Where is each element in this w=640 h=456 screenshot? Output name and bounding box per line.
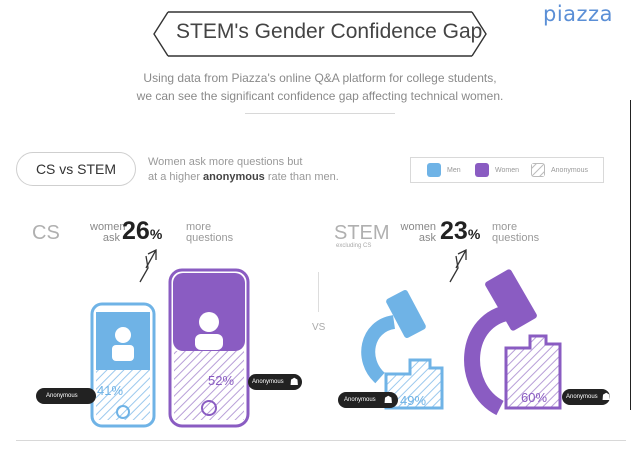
vs-label: VS xyxy=(312,322,326,333)
stem-men-anon-tag: Anonymous ☗ xyxy=(338,392,398,408)
stem-more-questions: more questions xyxy=(492,221,540,244)
intro-line-1: Using data from Piazza's online Q&A plat… xyxy=(143,71,497,85)
section-subtext: Women ask more questions but at a higher… xyxy=(148,155,339,185)
user-icon: ☗ xyxy=(383,394,393,406)
cs-phones-graphic xyxy=(90,268,250,428)
legend-anonymous-swatch xyxy=(531,163,545,177)
cs-arrow-icon xyxy=(139,248,157,283)
cs-women-anon-tag: Anonymous ☗ xyxy=(248,374,302,390)
section-pill: CS vs STEM xyxy=(16,152,136,186)
brand-logo: piazza xyxy=(543,2,613,26)
subtext-line-1: Women ask more questions but xyxy=(148,156,303,168)
stem-label: STEM xyxy=(334,222,390,244)
legend: Men Women Anonymous xyxy=(410,157,604,183)
stem-women-anon-tag: Anonymous ☗ xyxy=(562,389,611,405)
cs-men-anon-tag: Anonymous xyxy=(36,388,96,404)
stem-sublabel: excluding CS xyxy=(336,243,372,249)
title-banner xyxy=(153,11,487,57)
cs-men-anon-pct: 41% xyxy=(97,383,124,398)
page-title: STEM's Gender Confidence Gap xyxy=(176,20,483,43)
subtext-line-2: at a higher anonymous rate than men. xyxy=(148,171,339,183)
cs-women-anon-pct: 52% xyxy=(208,373,235,388)
bottom-divider xyxy=(16,440,626,441)
legend-men-label: Men xyxy=(447,167,461,174)
cs-women-ask: women ask xyxy=(90,221,126,244)
stem-arrow-icon xyxy=(449,248,467,283)
legend-anonymous-label: Anonymous xyxy=(551,167,588,174)
user-icon: ☗ xyxy=(601,391,611,403)
stem-women-anon-pct: 60% xyxy=(521,390,548,405)
legend-women-swatch xyxy=(475,163,489,177)
user-icon: ☗ xyxy=(289,376,299,388)
intro-line-2: we can see the significant confidence ga… xyxy=(136,89,504,103)
legend-women-label: Women xyxy=(495,167,519,174)
cs-label: CS xyxy=(32,222,60,244)
stem-pct: 23% xyxy=(440,217,481,245)
legend-men-swatch xyxy=(427,163,441,177)
intro-divider xyxy=(245,113,395,114)
cs-pct: 26% xyxy=(122,217,163,245)
right-edge-line xyxy=(630,100,631,410)
stem-women-ask: women ask xyxy=(400,221,436,244)
cs-more-questions: more questions xyxy=(186,221,234,244)
vs-divider xyxy=(318,272,319,312)
stem-men-anon-pct: 49% xyxy=(400,393,427,408)
stem-microscopes-graphic xyxy=(361,269,562,416)
